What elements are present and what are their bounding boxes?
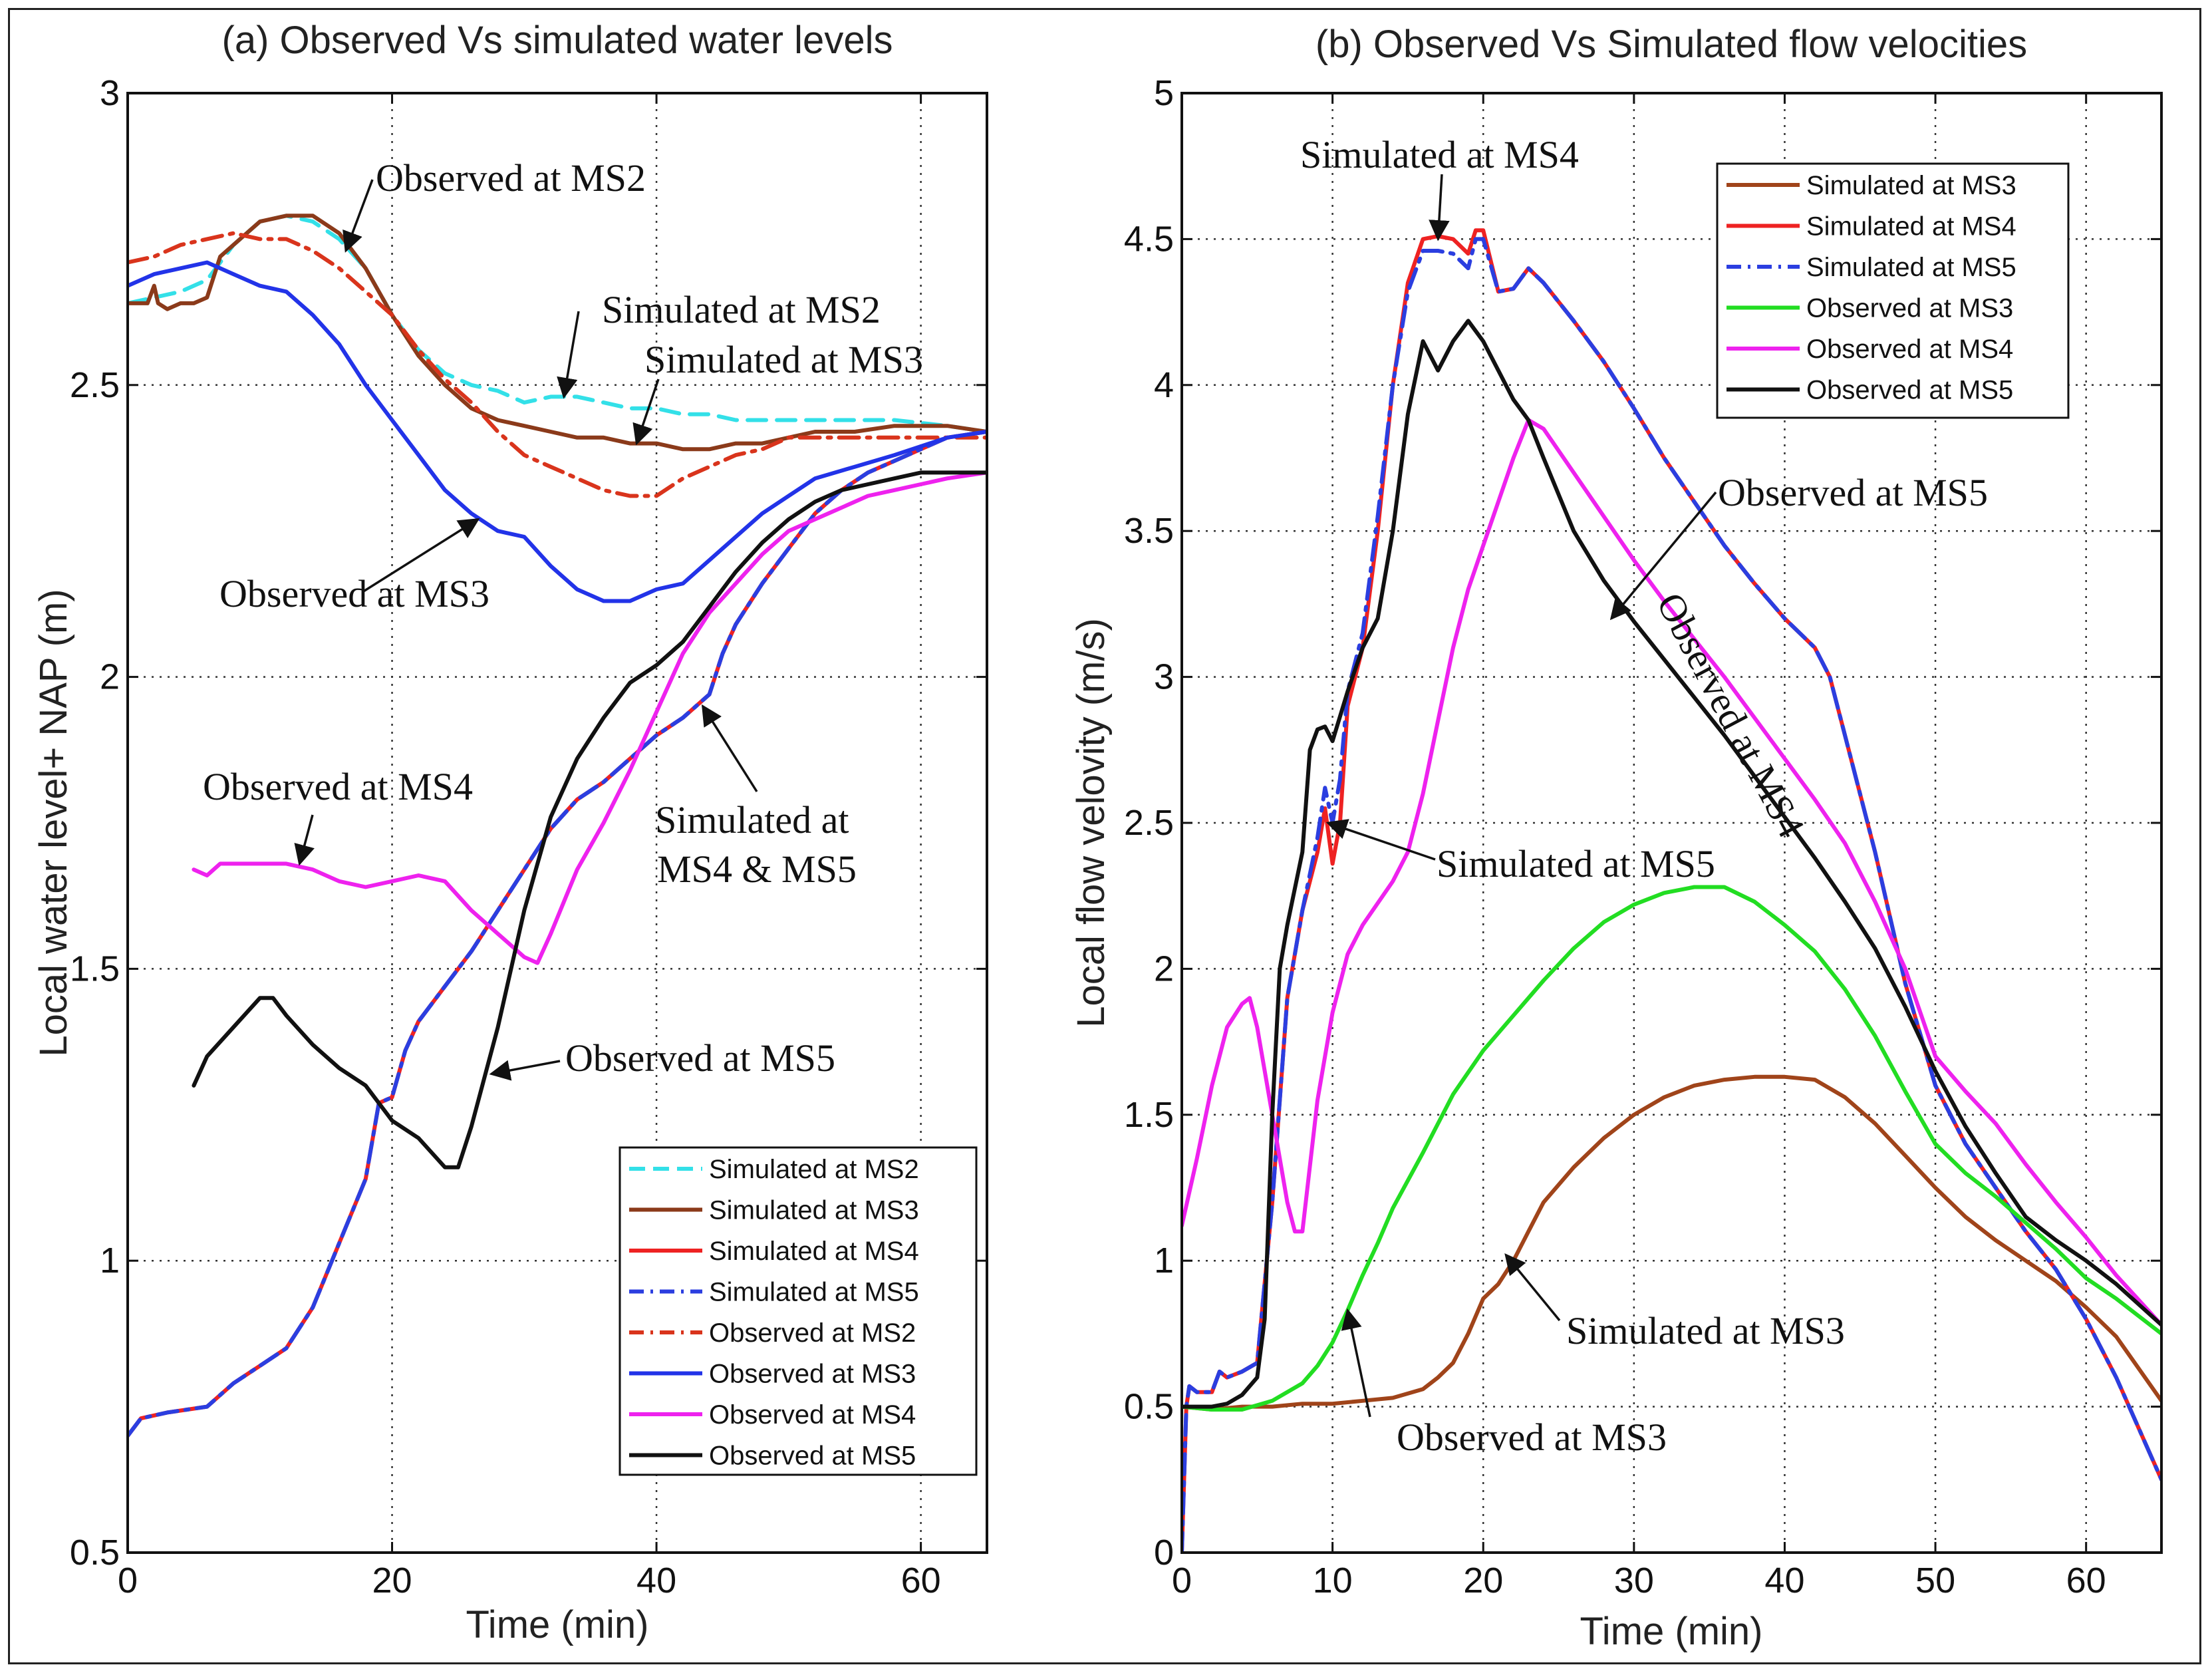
annotation-arrow: [1429, 174, 1450, 241]
x-tick-label: 20: [372, 1561, 412, 1600]
y-tick-label: 2: [100, 657, 120, 697]
y-tick-label: 1: [100, 1241, 120, 1281]
series-line-observed-at-ms5: [1182, 319, 2161, 1409]
annotations: Observed at MS2 Simulated at MS2 Simulat…: [203, 156, 923, 1080]
ticks: 0 10 20 30 40 50 60 0 0.5 1 1.5 2 2.5 3 3.5 4 4.5 5: [1124, 73, 2161, 1600]
chart-title: (b) Observed Vs Simulated flow velocitie…: [1315, 23, 2027, 66]
annotation-arrow: [632, 379, 660, 446]
annotation: Observed at MS3: [1397, 1416, 1667, 1459]
annotation: Observed at MS4: [203, 765, 473, 808]
y-tick-label: 3.5: [1124, 511, 1174, 551]
series-line-observed-at-ms3: [1182, 885, 2161, 1412]
legend-label: Observed at MS2: [709, 1318, 916, 1348]
y-tick-label: 3: [1154, 657, 1174, 697]
series-lines: [1182, 228, 2161, 1553]
y-tick-label: 3: [100, 73, 120, 113]
x-tick-label: 30: [1614, 1561, 1654, 1600]
annotation: Observed at MS5: [1718, 471, 1988, 514]
series-line-observed-at-ms4: [1182, 418, 2161, 1327]
ticks: 0 20 40 60 0.5 1 1.5 2 2.5 3: [70, 73, 987, 1600]
chart-flow-velocities: (b) Observed Vs Simulated flow velocitie…: [1069, 23, 2163, 1653]
annotation: Simulated at MS5: [1437, 842, 1715, 885]
y-tick-label: 0.5: [70, 1533, 120, 1573]
y-tick-label: 4: [1154, 365, 1174, 405]
legend-box: [619, 1146, 978, 1476]
legend: Simulated at MS3 Simulated at MS4 Simulate…: [1716, 162, 2070, 419]
series-line-observed-at-ms2: [128, 231, 987, 498]
chart-water-levels: (a) Observed Vs simulated water levels 0…: [32, 19, 988, 1646]
legend-box: [1716, 162, 2070, 419]
y-tick-label: 2: [1154, 949, 1174, 989]
annotation-arrow: [557, 311, 580, 399]
annotation: Simulated at MS3: [1566, 1309, 1845, 1352]
y-tick-label: 0.5: [1124, 1387, 1174, 1427]
legend-label: Observed at MS3: [709, 1360, 916, 1389]
x-axis-label: Time (min): [1580, 1610, 1763, 1653]
x-tick-label: 20: [1463, 1561, 1503, 1600]
annotation: Simulated at MS4 & MS5: [655, 798, 859, 891]
legend-label: Simulated at MS5: [1806, 253, 2016, 282]
x-tick-label: 0: [1172, 1561, 1192, 1600]
y-tick-label: 1.5: [1124, 1095, 1174, 1135]
y-tick-label: 2.5: [70, 365, 120, 405]
x-tick-label: 60: [901, 1561, 941, 1600]
annotation-line: MS4 & MS5: [657, 847, 857, 891]
x-tick-label: 50: [1915, 1561, 1955, 1600]
legend-label: Simulated at MS3: [709, 1196, 919, 1225]
legend-label: Simulated at MS4: [709, 1237, 919, 1266]
series-line-observed-at-ms3: [128, 260, 987, 603]
x-tick-label: 40: [636, 1561, 676, 1600]
legend-label: Observed at MS3: [1806, 294, 2013, 323]
x-axis-label: Time (min): [466, 1603, 649, 1646]
legend-label: Simulated at MS4: [1806, 212, 2016, 241]
y-tick-label: 4.5: [1124, 219, 1174, 259]
annotation-arrow: [1341, 1308, 1371, 1418]
series-line-simulated-at-ms5: [1182, 237, 2161, 1553]
series-line-simulated-at-ms5: [128, 430, 987, 1438]
legend-label: Observed at MS4: [709, 1400, 916, 1430]
chart-title: (a) Observed Vs simulated water levels: [222, 19, 893, 62]
annotation-arrows: [1325, 174, 1717, 1418]
annotation: Observed at MS2: [376, 156, 646, 200]
annotation: Simulated at MS2: [602, 288, 881, 331]
annotation: Observed at MS5: [565, 1036, 835, 1080]
annotation: Observed at MS3: [219, 572, 489, 615]
annotation-arrow: [343, 179, 374, 253]
x-tick-label: 10: [1313, 1561, 1353, 1600]
y-tick-label: 0: [1154, 1533, 1174, 1573]
annotation-arrow: [489, 1060, 561, 1081]
x-tick-label: 60: [2066, 1561, 2106, 1600]
annotation-arrow: [294, 814, 315, 866]
x-tick-label: 0: [118, 1561, 138, 1600]
series-line-simulated-at-ms3: [1182, 1074, 2161, 1412]
y-tick-label: 1: [1154, 1241, 1174, 1281]
y-tick-label: 1.5: [70, 949, 120, 989]
legend: Simulated at MS2 Simulated at MS3 Simulate…: [619, 1146, 978, 1476]
series-line-simulated-at-ms3: [128, 214, 987, 452]
annotation-line: Simulated at: [655, 798, 849, 841]
annotation-arrow: [701, 704, 758, 792]
annotation: Simulated at MS3: [644, 338, 923, 381]
annotation-arrows: [294, 179, 758, 1081]
legend-label: Simulated at MS3: [1806, 171, 2016, 200]
y-axis-label: Local water level+ NAP (m): [32, 589, 75, 1056]
legend-label: Observed at MS5: [709, 1442, 916, 1471]
y-tick-label: 2.5: [1124, 803, 1174, 843]
annotation-arrow: [1325, 819, 1436, 861]
annotation-arrow: [1609, 491, 1717, 621]
plot-frame: [126, 92, 988, 1554]
annotation: Simulated at MS4: [1300, 133, 1579, 176]
y-axis-label: Local flow velovity (m/s): [1069, 618, 1113, 1028]
annotation-arrow: [362, 518, 480, 593]
legend-label: Simulated at MS2: [709, 1155, 919, 1184]
series-line-observed-at-ms4: [192, 470, 987, 965]
legend-label: Observed at MS4: [1806, 335, 2013, 364]
y-tick-label: 5: [1154, 73, 1174, 113]
annotation-arrow: [1504, 1253, 1561, 1322]
series-line-observed-at-ms5: [192, 470, 987, 1169]
x-tick-label: 40: [1764, 1561, 1804, 1600]
legend-label: Simulated at MS5: [709, 1278, 919, 1307]
legend-label: Observed at MS5: [1806, 376, 2013, 405]
